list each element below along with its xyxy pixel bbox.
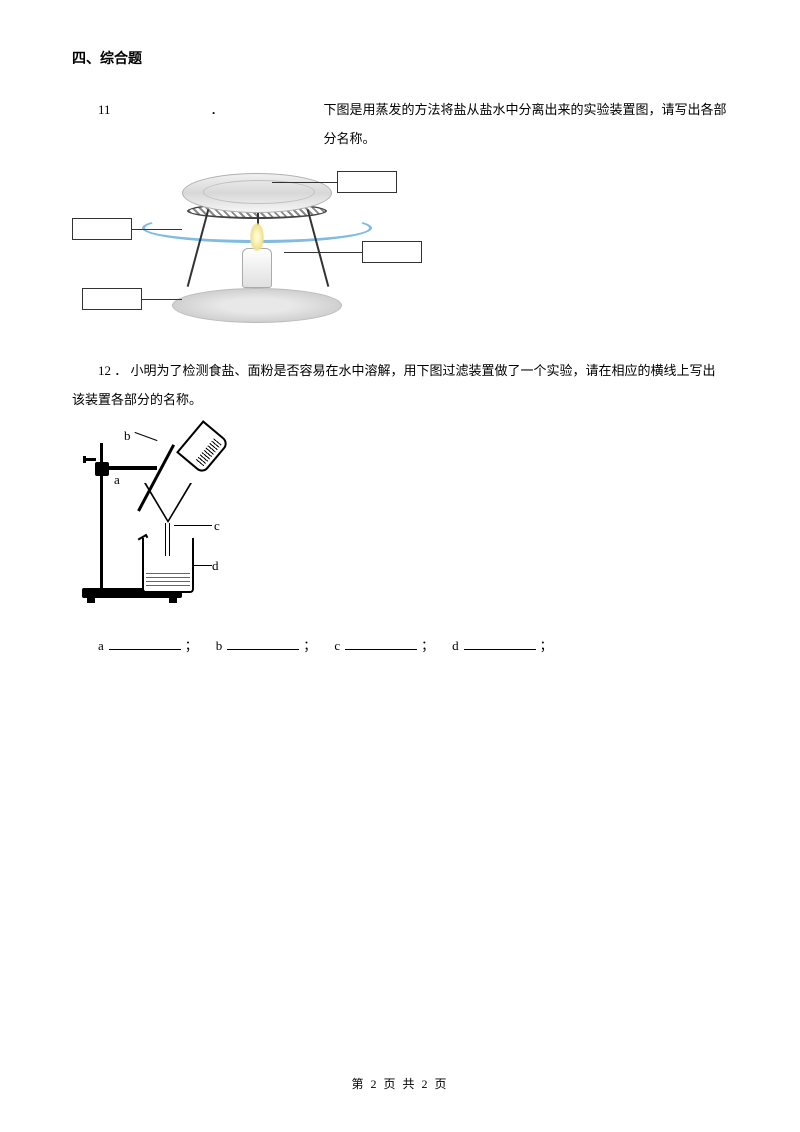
label-b: b	[124, 428, 131, 444]
alcohol-lamp	[242, 248, 272, 288]
filtration-diagram: a b c d	[82, 428, 282, 608]
label-a: a	[114, 472, 120, 488]
evaporating-dish	[182, 173, 332, 213]
q11-dot: ．	[211, 96, 224, 153]
label-line	[194, 565, 212, 566]
label-box-1[interactable]	[337, 171, 397, 193]
label-box-4[interactable]	[82, 288, 142, 310]
q12-number: 12	[98, 363, 111, 378]
label-box-3[interactable]	[362, 241, 422, 263]
label-line	[142, 299, 182, 300]
q12-text: 12 ． 小明为了检测食盐、面粉是否容易在水中溶解，用下图过滤装置做了一个实验，…	[72, 357, 728, 414]
clamp-arm	[107, 466, 157, 470]
funnel-tube	[165, 523, 170, 556]
answer-c-label: c	[334, 638, 341, 653]
label-d: d	[212, 558, 219, 574]
q11-number: 11	[98, 96, 111, 153]
semicolon: ；	[421, 638, 435, 653]
blank-a[interactable]	[109, 649, 181, 650]
blank-c[interactable]	[345, 649, 417, 650]
label-line	[284, 252, 362, 253]
section-title: 四、综合题	[72, 48, 728, 68]
q12-body: 小明为了检测食盐、面粉是否容易在水中溶解，用下图过滤装置做了一个实验，请在相应的…	[72, 363, 716, 407]
beaker-lip	[138, 534, 149, 542]
answer-line: a ； b ； c ； d ；	[98, 632, 728, 661]
label-line	[272, 182, 337, 183]
question-12: 12 ． 小明为了检测食盐、面粉是否容易在水中溶解，用下图过滤装置做了一个实验，…	[72, 357, 728, 661]
base-plate	[172, 288, 342, 323]
beaker-water	[146, 573, 190, 589]
page-footer: 第 2 页 共 2 页	[0, 1075, 800, 1092]
semicolon: ；	[540, 638, 554, 653]
q11-text: 下图是用蒸发的方法将盐从盐水中分离出来的实验装置图，请写出各部分名称。	[324, 96, 728, 153]
question-11: 11 ． 下图是用蒸发的方法将盐从盐水中分离出来的实验装置图，请写出各部分名称。	[72, 96, 728, 333]
answer-a-label: a	[98, 638, 105, 653]
clamp-screw	[86, 458, 96, 461]
semicolon: ；	[303, 638, 317, 653]
label-c: c	[214, 518, 220, 534]
label-line	[135, 432, 158, 441]
flame	[250, 223, 264, 251]
label-line	[174, 525, 212, 526]
evaporation-diagram	[72, 163, 422, 333]
blank-d[interactable]	[464, 649, 536, 650]
answer-d-label: d	[452, 638, 460, 653]
q12-dot: ．	[114, 363, 127, 378]
pouring-cup	[176, 421, 230, 476]
label-line	[132, 229, 182, 230]
label-box-2[interactable]	[72, 218, 132, 240]
answer-b-label: b	[216, 638, 224, 653]
blank-b[interactable]	[227, 649, 299, 650]
q11-line: 11 ． 下图是用蒸发的方法将盐从盐水中分离出来的实验装置图，请写出各部分名称。	[72, 96, 728, 153]
semicolon: ；	[185, 638, 199, 653]
